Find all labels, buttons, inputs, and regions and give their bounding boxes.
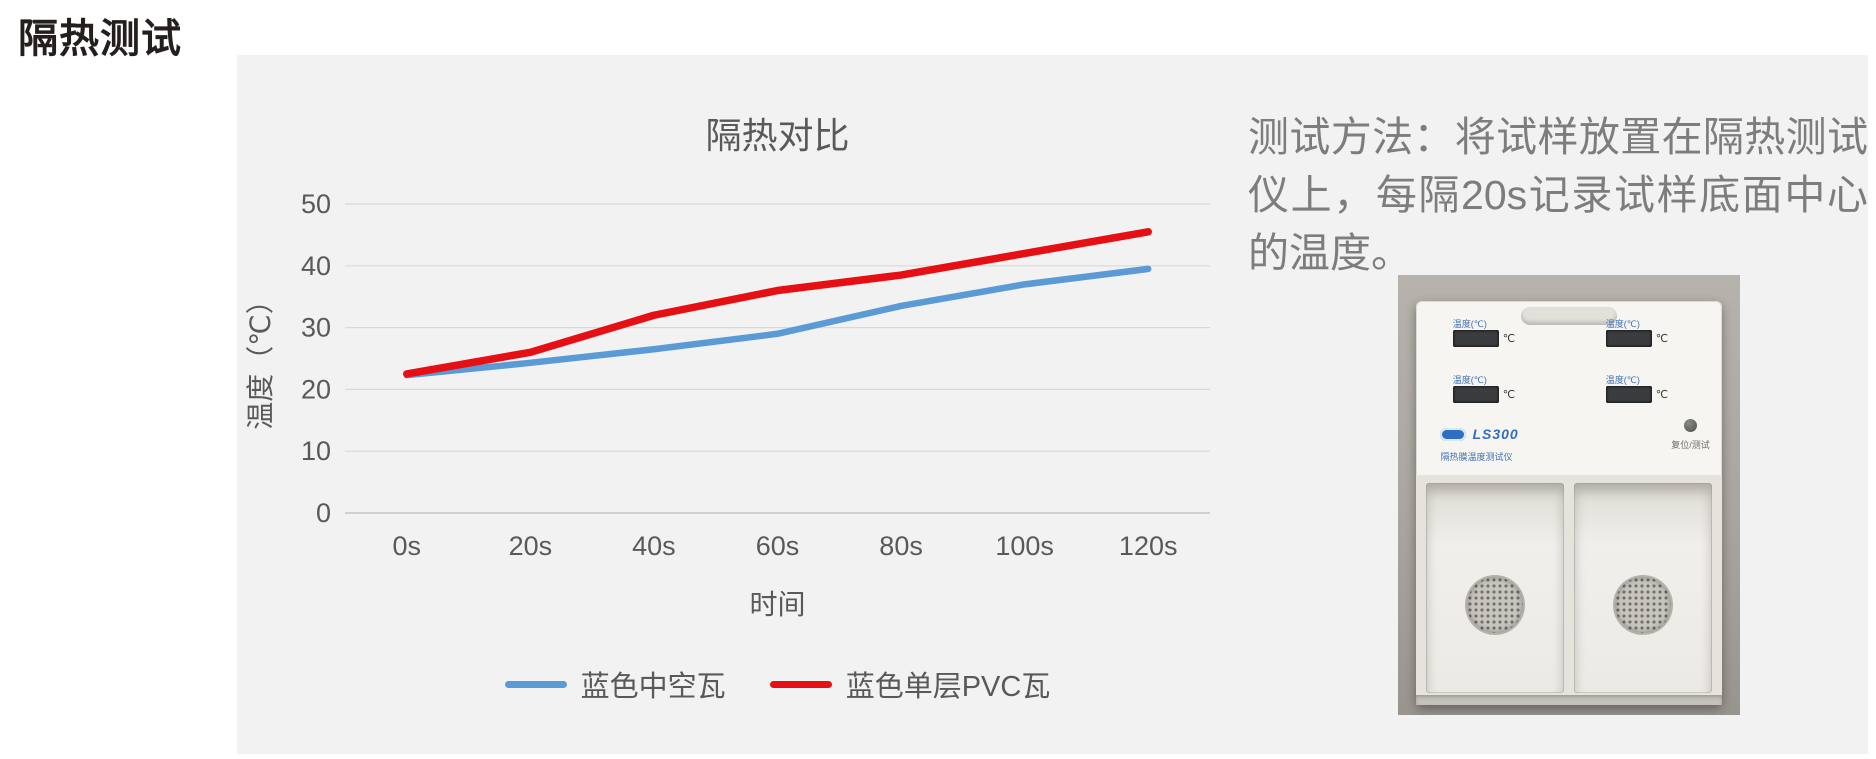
display-unit: ℃ [1655, 388, 1669, 401]
display-label: 温度(℃) [1452, 319, 1487, 330]
reset-test-button: 复位/测试 [1671, 419, 1710, 453]
legend-label-hollow-tile: 蓝色中空瓦 [580, 671, 726, 703]
display-label: 温度(℃) [1605, 319, 1640, 330]
instrument-photo: 温度(℃) ℃ 温度(℃) ℃ 温度(℃) ℃ 温度(℃) ℃ [1398, 275, 1740, 715]
brand-logo-icon [1440, 427, 1467, 441]
display-unit: ℃ [1502, 333, 1516, 346]
svg-text:40: 40 [301, 251, 331, 281]
chart-title: 隔热对比 [705, 115, 850, 156]
svg-text:0s: 0s [393, 531, 422, 561]
reset-button-label: 复位/测试 [1671, 440, 1710, 451]
lcd-window-icon [1452, 330, 1499, 348]
svg-text:50: 50 [301, 189, 331, 219]
chart-plot-area: 0 10 20 30 40 50 0s 20s 40s 60s 80s 100s 120s [301, 189, 1210, 561]
content-panel: 隔热对比 温度（℃） 0 10 20 30 40 50 0s 20s 40s 60s 80s 100s… [237, 55, 1868, 754]
legend-line-swatch-red [769, 680, 832, 688]
legend-item-hollow-tile: 蓝色中空瓦 [504, 663, 726, 705]
method-note-text: 测试方法：将试样放置在隔热测试仪上，每隔20s记录试样底面中心的温度。 [1248, 114, 1868, 277]
legend-label-pvc-tile: 蓝色单层PVC瓦 [845, 671, 1051, 703]
legend-item-pvc-tile: 蓝色单层PVC瓦 [769, 663, 1051, 705]
svg-text:20s: 20s [509, 531, 553, 561]
chart-legend: 蓝色中空瓦 蓝色单层PVC瓦 [345, 663, 1210, 705]
lcd-window-icon [1605, 330, 1652, 348]
device-chambers [1416, 474, 1722, 705]
display-label: 温度(℃) [1452, 374, 1487, 385]
chamber-right [1574, 482, 1712, 693]
fan-vent-grille-icon [1615, 576, 1671, 633]
display-unit: ℃ [1502, 388, 1516, 401]
svg-text:40s: 40s [632, 531, 676, 561]
page-title: 隔热测试 [18, 17, 182, 61]
tester-device: 温度(℃) ℃ 温度(℃) ℃ 温度(℃) ℃ 温度(℃) ℃ [1416, 301, 1722, 705]
svg-text:80s: 80s [879, 531, 923, 561]
model-name: 隔热膜温度测试仪 [1440, 452, 1513, 463]
temperature-display-2: 温度(℃) ℃ [1605, 318, 1710, 348]
temperature-display-3: 温度(℃) ℃ [1452, 374, 1557, 403]
display-unit: ℃ [1655, 333, 1669, 346]
device-handle [1521, 307, 1617, 325]
lcd-window-icon [1605, 385, 1652, 403]
svg-text:20: 20 [301, 374, 331, 404]
round-button-icon [1684, 419, 1697, 433]
brand-row: LS300 [1440, 426, 1518, 442]
legend-line-swatch-blue [504, 680, 567, 688]
fan-vent-grille-icon [1467, 576, 1523, 633]
svg-text:30: 30 [301, 313, 331, 343]
device-base [1416, 695, 1722, 705]
device-top-panel: 温度(℃) ℃ 温度(℃) ℃ 温度(℃) ℃ 温度(℃) ℃ [1416, 301, 1722, 477]
brand-model: LS300 [1472, 426, 1519, 443]
svg-text:60s: 60s [756, 531, 800, 561]
svg-text:0: 0 [316, 498, 331, 528]
temperature-display-1: 温度(℃) ℃ [1452, 318, 1557, 348]
svg-text:120s: 120s [1119, 531, 1178, 561]
svg-text:10: 10 [301, 436, 331, 466]
lcd-window-icon [1452, 385, 1499, 403]
display-label: 温度(℃) [1605, 374, 1640, 385]
chamber-left [1426, 482, 1564, 693]
svg-text:100s: 100s [995, 531, 1054, 561]
x-axis-title: 时间 [749, 589, 806, 620]
temperature-display-4: 温度(℃) ℃ [1605, 374, 1710, 403]
